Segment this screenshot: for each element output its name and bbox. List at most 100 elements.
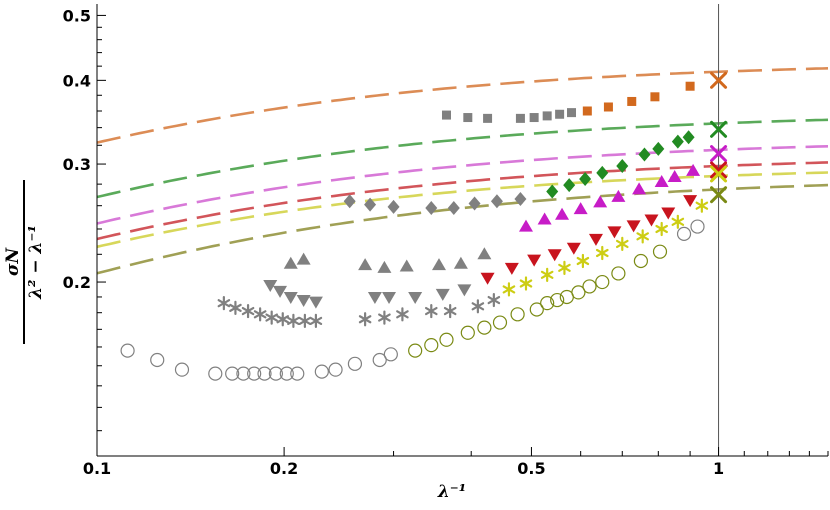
square-marker xyxy=(483,113,493,123)
diamond-marker xyxy=(425,200,438,215)
star-marker xyxy=(309,313,323,328)
square-marker xyxy=(567,108,577,118)
diamond-marker xyxy=(447,200,460,215)
star-marker xyxy=(487,292,501,308)
star-marker-stroke xyxy=(540,270,554,279)
fit-curve-2 xyxy=(96,118,829,199)
diamond-marker xyxy=(638,147,651,162)
circle-marker xyxy=(690,219,705,234)
x-tick-label: 1 xyxy=(713,459,724,478)
triangle-down-marker xyxy=(457,284,472,297)
star-marker xyxy=(265,310,278,325)
axis-labels: λ⁻¹ σN λ² − λ⁻¹ xyxy=(3,180,466,502)
y-axis-title-denominator: λ² − λ⁻¹ xyxy=(26,225,46,300)
star-marker-stroke xyxy=(558,263,571,272)
diamond-marker xyxy=(468,196,481,211)
endpoint-cross-stroke xyxy=(710,120,728,138)
star-marker-stroke xyxy=(519,279,533,288)
star-marker-stroke xyxy=(424,306,438,316)
star-marker-stroke xyxy=(287,316,300,325)
triangle-down-marker xyxy=(283,291,298,304)
triangle-up-marker xyxy=(518,219,533,232)
circle-marker xyxy=(633,253,648,269)
square-marker xyxy=(441,110,451,120)
circle-marker xyxy=(550,292,565,308)
series-6-endpoint-cross xyxy=(710,186,728,204)
x-tick-label: 0.2 xyxy=(270,459,298,478)
star-marker xyxy=(519,276,533,291)
x-tick-label: 0.1 xyxy=(83,459,111,478)
circle-marker xyxy=(540,296,555,311)
endpoint-cross-stroke xyxy=(710,145,728,163)
circle-marker xyxy=(652,244,668,259)
diamond-marker xyxy=(546,184,559,199)
series-6-points xyxy=(120,219,705,381)
diamond-marker xyxy=(364,197,377,212)
star-marker-stroke xyxy=(217,299,231,308)
diamond-marker xyxy=(616,159,629,174)
star-marker xyxy=(671,214,685,229)
square-marker xyxy=(603,102,613,112)
star-marker-stroke xyxy=(443,306,457,316)
triangle-up-marker xyxy=(555,207,570,220)
star-marker-stroke xyxy=(298,316,312,325)
series-5-points xyxy=(217,198,709,328)
square-marker xyxy=(542,111,552,121)
circle-marker xyxy=(236,366,251,381)
triangle-down-marker xyxy=(435,288,450,301)
diamond-marker xyxy=(596,165,609,180)
series-2-endpoint-cross xyxy=(710,120,728,138)
star-marker-stroke xyxy=(229,303,242,312)
star-marker-stroke xyxy=(471,302,485,311)
circle-marker xyxy=(510,307,525,322)
star-marker-stroke xyxy=(671,217,685,226)
square-marker xyxy=(685,81,695,91)
star-marker xyxy=(378,310,391,325)
x-tick-label: 0.5 xyxy=(517,459,545,478)
diamond-marker xyxy=(490,194,503,209)
star-marker-stroke xyxy=(358,315,372,324)
endpoint-cross-stroke xyxy=(710,161,728,179)
axes: 0.1 0.2 0.5 1 0.2 0.3 0.4 0.5 xyxy=(63,4,829,478)
circle-marker xyxy=(492,315,508,330)
square-marker xyxy=(529,113,539,123)
series-1-endpoint-cross xyxy=(710,71,728,89)
circle-marker xyxy=(676,226,692,241)
triangle-down-marker xyxy=(296,295,311,308)
circle-marker xyxy=(257,366,272,381)
circle-marker xyxy=(408,343,423,358)
y-axis-title: σN λ² − λ⁻¹ xyxy=(3,180,46,344)
square-marker xyxy=(582,106,592,116)
diamond-marker xyxy=(514,192,527,207)
star-marker xyxy=(424,303,438,319)
square-marker xyxy=(515,113,525,123)
triangle-up-marker xyxy=(667,169,682,182)
circle-marker xyxy=(314,364,329,379)
star-marker xyxy=(396,307,409,322)
circle-marker xyxy=(582,279,597,294)
circle-marker xyxy=(328,362,343,377)
circle-marker xyxy=(247,366,262,381)
star-marker xyxy=(229,300,242,315)
series-4-endpoint-cross xyxy=(710,161,728,179)
star-marker xyxy=(576,253,590,269)
star-marker xyxy=(241,303,255,319)
star-marker xyxy=(443,303,457,319)
triangle-up-marker xyxy=(431,258,446,271)
star-marker xyxy=(595,245,609,261)
triangle-down-marker xyxy=(626,220,641,233)
diamond-marker xyxy=(563,178,576,193)
circle-marker xyxy=(347,356,363,371)
data-points xyxy=(120,71,728,381)
fit-curves xyxy=(96,67,829,275)
triangle-down-marker xyxy=(527,254,542,267)
triangle-up-marker xyxy=(573,202,588,215)
fit-curve-3 xyxy=(96,145,829,225)
circle-marker xyxy=(208,366,223,381)
triangle-down-marker xyxy=(547,249,562,262)
square-marker xyxy=(650,92,660,102)
triangle-up-marker xyxy=(377,260,392,273)
triangle-down-marker xyxy=(480,272,495,285)
star-marker-stroke xyxy=(396,310,409,319)
